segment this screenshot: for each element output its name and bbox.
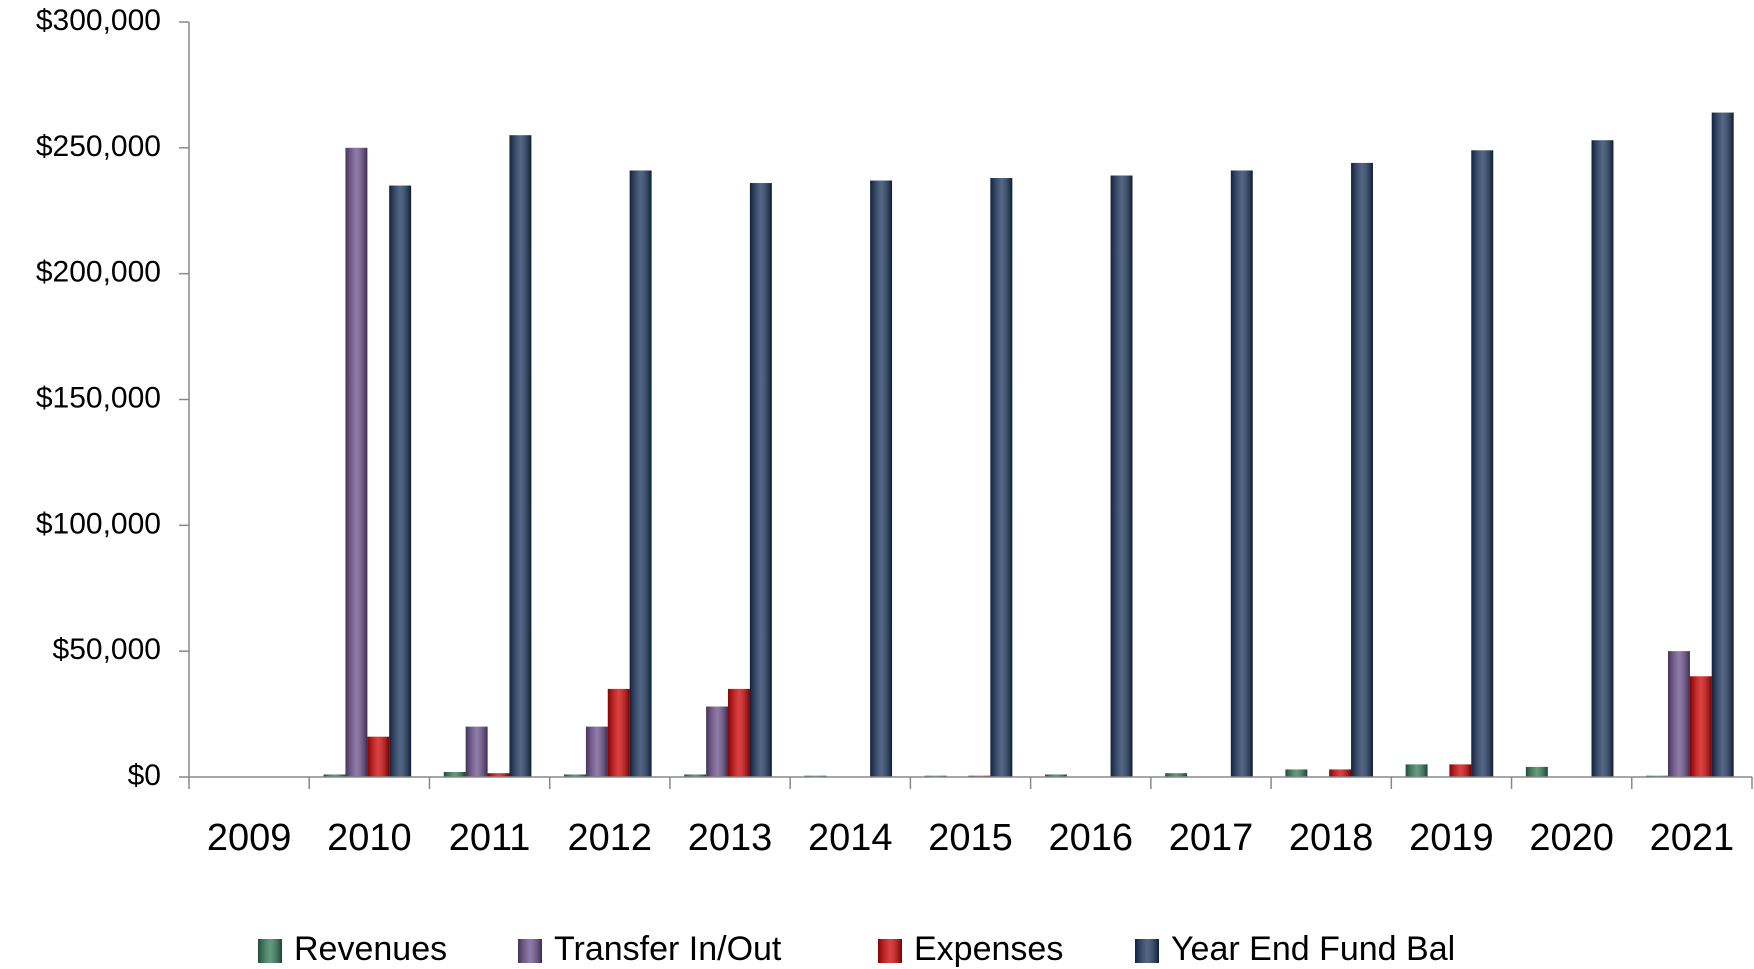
legend-swatch-shade <box>1135 939 1159 963</box>
bar-shade <box>749 183 772 778</box>
bar-shade <box>1110 175 1133 777</box>
bar-shade <box>1711 112 1734 778</box>
y-tick-label: $0 <box>128 759 161 792</box>
bar-shade <box>1329 769 1352 777</box>
bar-shade <box>1471 150 1494 778</box>
y-tick-label: $50,000 <box>53 633 161 666</box>
legend-swatch-shade <box>258 939 282 963</box>
bar-shade <box>367 736 390 777</box>
bar-shade <box>706 706 729 777</box>
bar-shade <box>1165 773 1188 777</box>
legend-swatch-shade <box>878 939 902 963</box>
y-tick-label: $200,000 <box>36 256 161 289</box>
bar-shade <box>345 147 368 778</box>
x-tick-label: 2014 <box>808 817 893 859</box>
y-tick-label: $150,000 <box>36 381 161 414</box>
bar-shade <box>564 774 586 777</box>
bar-shade <box>990 178 1013 778</box>
bar-shade <box>1351 162 1373 777</box>
bar-shade <box>607 688 630 777</box>
x-tick-label: 2011 <box>449 817 531 859</box>
x-tick-label: 2009 <box>207 817 292 859</box>
bar-shade <box>585 726 608 777</box>
bar-shade <box>684 774 707 777</box>
x-tick-label: 2017 <box>1169 817 1254 859</box>
bar-shade <box>728 688 750 777</box>
x-tick-label: 2010 <box>327 817 412 859</box>
bar-shade <box>1285 769 1308 777</box>
x-tick-label: 2020 <box>1529 817 1614 859</box>
bar-shade <box>323 774 346 777</box>
y-tick-label: $100,000 <box>36 507 161 540</box>
bar-shade <box>1449 764 1472 777</box>
y-tick-label: $300,000 <box>36 4 161 37</box>
bar-shade <box>1591 140 1614 778</box>
bar-shade <box>443 771 466 777</box>
bar-shade <box>1525 766 1548 777</box>
bar-shade <box>870 180 893 778</box>
bar-shade <box>1689 676 1712 777</box>
x-tick-label: 2012 <box>568 817 653 859</box>
x-tick-label: 2015 <box>928 817 1013 859</box>
x-tick-label: 2019 <box>1409 817 1494 859</box>
legend-swatch-shade <box>518 939 542 963</box>
bar-shade <box>465 726 488 777</box>
bar-shade <box>389 185 412 778</box>
bar-shade <box>509 135 532 777</box>
legend-label: Revenues <box>294 930 447 968</box>
y-tick-label: $250,000 <box>36 130 161 163</box>
legend-label: Year End Fund Bal <box>1171 930 1455 968</box>
bar-shade <box>1405 764 1428 777</box>
bar-shade <box>629 170 652 777</box>
legend-label: Expenses <box>914 930 1063 968</box>
legend-label: Transfer In/Out <box>554 930 782 968</box>
x-tick-label: 2016 <box>1048 817 1133 859</box>
bar-shade <box>487 773 510 777</box>
bar-shade <box>1044 774 1067 777</box>
x-tick-label: 2021 <box>1650 817 1735 859</box>
x-tick-label: 2018 <box>1289 817 1374 859</box>
bar-shade <box>1230 170 1253 777</box>
x-tick-label: 2013 <box>688 817 773 859</box>
bar-shade <box>1668 651 1690 777</box>
